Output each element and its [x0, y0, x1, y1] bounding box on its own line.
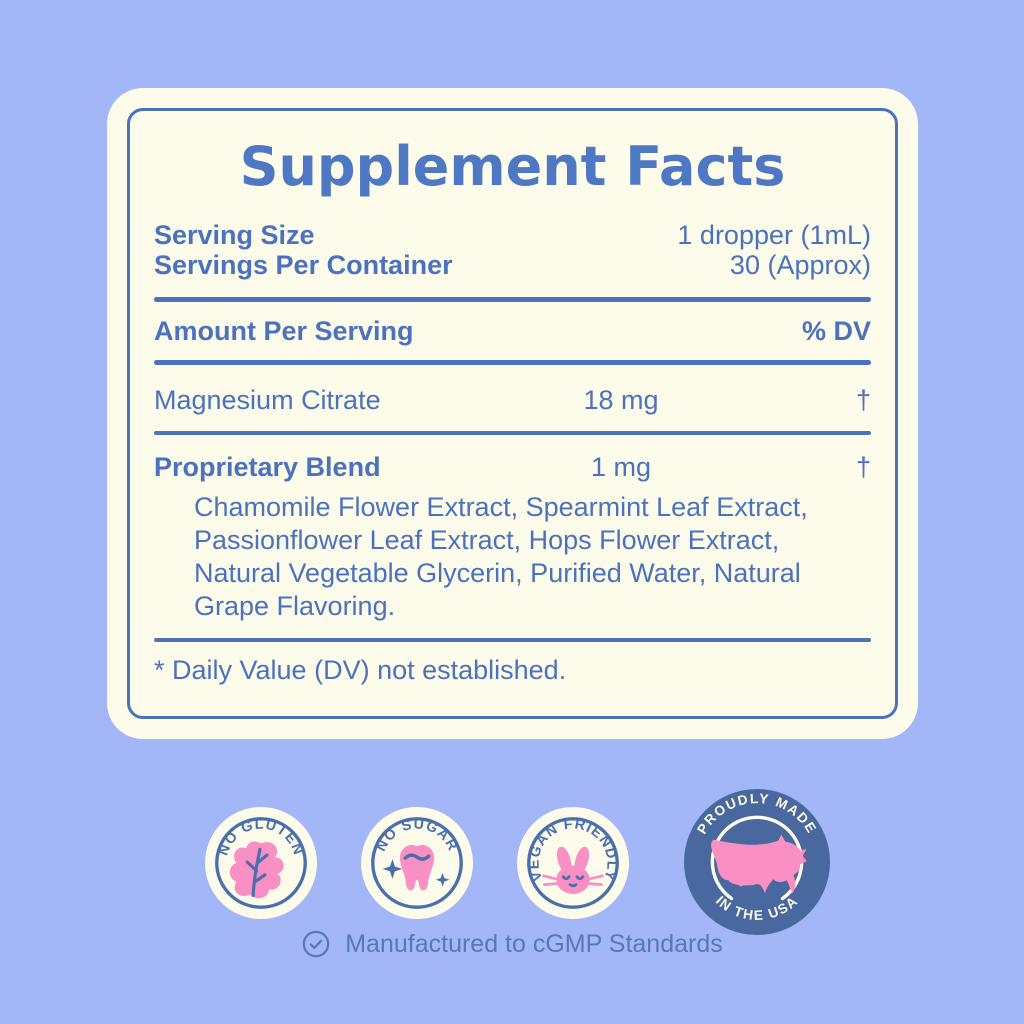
supplement-facts-card: Supplement Facts Serving Size 1 dropper …	[107, 88, 918, 739]
ingredient-dv: †	[855, 451, 871, 482]
ingredient-name: Magnesium Citrate	[154, 384, 381, 415]
serving-size-row: Serving Size 1 dropper (1mL)	[154, 220, 871, 250]
serving-size-label: Serving Size	[154, 219, 315, 250]
check-circle-icon	[302, 930, 330, 958]
badge-made-in-usa: PROUDLY MADE IN THE USA	[684, 789, 830, 935]
ingredient-dv: †	[855, 384, 871, 415]
tooth-icon	[382, 844, 450, 891]
ingredient-amount: 18 mg	[583, 384, 659, 415]
cgmp-note: Manufactured to cGMP Standards	[0, 929, 1024, 959]
vegan-friendly-badge-graphic: VEGAN FRIENDLY	[516, 806, 630, 920]
servings-per-container-value: 30 (Approx)	[729, 249, 871, 280]
divider	[154, 359, 871, 365]
ingredient-name: Proprietary Blend	[154, 451, 381, 482]
divider	[154, 430, 871, 435]
badge-no-gluten: NO GLUTEN	[204, 806, 318, 920]
usa-badge-graphic: PROUDLY MADE IN THE USA	[684, 789, 830, 935]
daily-value-footnote: * Daily Value (DV) not established.	[154, 654, 567, 685]
cgmp-note-text: Manufactured to cGMP Standards	[345, 929, 723, 958]
table-header-row: Amount Per Serving % DV	[154, 302, 871, 360]
page-title: Supplement Facts	[239, 135, 786, 198]
leaf-icon	[229, 841, 284, 899]
bunny-icon	[542, 846, 604, 894]
divider	[154, 296, 871, 302]
blend-ingredients-text: Chamomile Flower Extract, Spearmint Leaf…	[194, 491, 808, 621]
divider	[154, 637, 871, 642]
dv-header: % DV	[801, 315, 871, 346]
no-sugar-badge-graphic: NO SUGAR	[360, 806, 474, 920]
no-gluten-badge-graphic: NO GLUTEN	[204, 806, 318, 920]
table-row-magnesium: Magnesium Citrate 18 mg †	[154, 365, 871, 431]
ingredient-amount: 1 mg	[590, 451, 652, 482]
table-row-proprietary-blend: Proprietary Blend 1 mg †	[154, 435, 871, 489]
servings-per-container-label: Servings Per Container	[154, 249, 453, 280]
servings-per-container-row: Servings Per Container 30 (Approx)	[154, 250, 871, 280]
serving-block: Serving Size 1 dropper (1mL) Servings Pe…	[154, 220, 871, 280]
serving-size-value: 1 dropper (1mL)	[677, 219, 871, 250]
facts-inner-border: Supplement Facts Serving Size 1 dropper …	[127, 108, 898, 719]
usa-map-icon	[711, 834, 807, 894]
badge-no-sugar: NO SUGAR	[360, 806, 474, 920]
amount-per-serving-header: Amount Per Serving	[154, 315, 414, 346]
badge-vegan-friendly: VEGAN FRIENDLY	[516, 806, 630, 920]
